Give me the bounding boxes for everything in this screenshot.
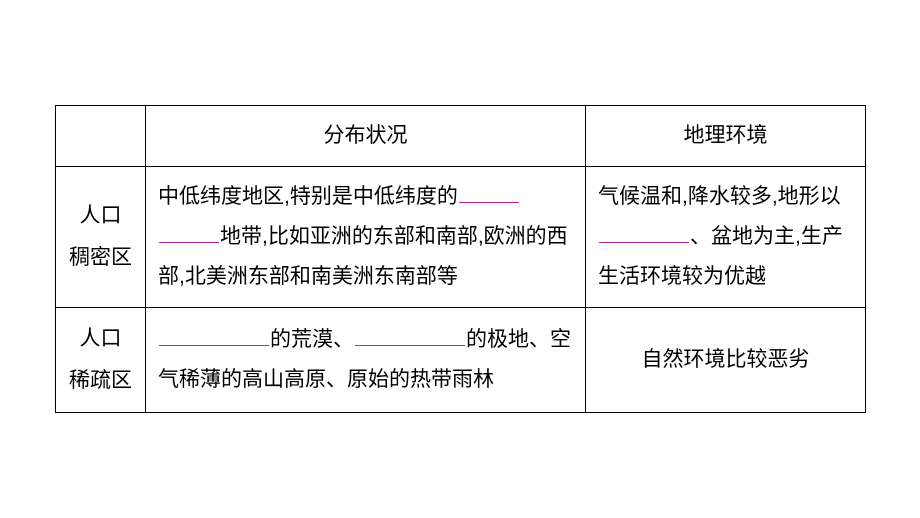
dense-label: 人口 稠密区: [56, 167, 146, 308]
sparse-label: 人口 稀疏区: [56, 307, 146, 412]
dense-dist-t1: 中低纬度地区,特别是中低纬度的: [158, 185, 458, 208]
header-environment: 地理环境: [586, 106, 866, 167]
sparse-row: 人口 稀疏区 的荒漠、的极地、空气稀薄的高山高原、原始的热带雨林 自然环境比较恶…: [56, 307, 866, 412]
sparse-label-l1: 人口: [80, 327, 122, 350]
dense-row: 人口 稠密区 中低纬度地区,特别是中低纬度的地带,比如亚洲的东部和南部,欧洲的西…: [56, 167, 866, 308]
sparse-label-l2: 稀疏区: [69, 369, 132, 392]
dense-label-l1: 人口: [80, 204, 122, 227]
sparse-distribution: 的荒漠、的极地、空气稀薄的高山高原、原始的热带雨林: [146, 307, 586, 412]
sparse-dist-t1: 的荒漠、: [270, 328, 354, 351]
blank-dense-dist-1: [459, 180, 519, 203]
blank-sparse-dist-1: [159, 323, 269, 346]
geography-table: 分布状况 地理环境 人口 稠密区 中低纬度地区,特别是中低纬度的地带,比如亚洲的…: [55, 105, 866, 413]
dense-label-l2: 稠密区: [69, 246, 132, 269]
dense-env-t1: 气候温和,降水较多,地形以: [598, 185, 841, 208]
sparse-environment: 自然环境比较恶劣: [586, 307, 866, 412]
header-distribution: 分布状况: [146, 106, 586, 167]
blank-dense-env-1: [599, 220, 689, 243]
blank-sparse-dist-2: [355, 323, 465, 346]
dense-dist-t2: 地带,比如亚洲的东部和南部,欧洲的西部,北美洲东部和南美洲东南部等: [158, 225, 568, 288]
dense-environment: 气候温和,降水较多,地形以、盆地为主,生产生活环境较为优越: [586, 167, 866, 308]
dense-distribution: 中低纬度地区,特别是中低纬度的地带,比如亚洲的东部和南部,欧洲的西部,北美洲东部…: [146, 167, 586, 308]
table-container: 分布状况 地理环境 人口 稠密区 中低纬度地区,特别是中低纬度的地带,比如亚洲的…: [55, 105, 865, 413]
blank-dense-dist-2: [159, 220, 219, 243]
header-empty: [56, 106, 146, 167]
header-row: 分布状况 地理环境: [56, 106, 866, 167]
sparse-env-t1: 自然环境比较恶劣: [642, 348, 810, 371]
